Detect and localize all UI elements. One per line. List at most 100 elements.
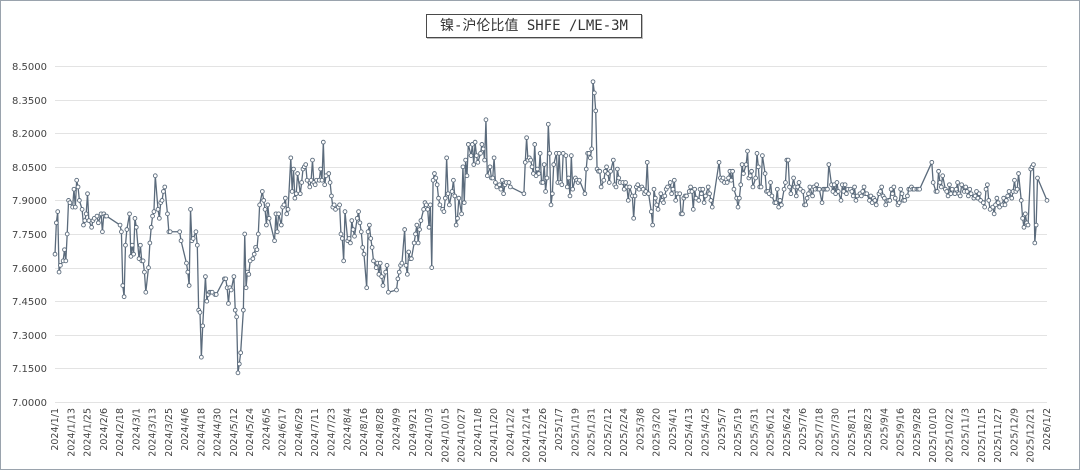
data-point <box>259 189 265 194</box>
data-point <box>133 224 139 230</box>
x-tick-label: 2025/7/18 <box>814 408 825 457</box>
data-point <box>563 153 569 158</box>
data-point <box>52 251 58 257</box>
data-point <box>403 263 409 268</box>
data-point <box>426 224 432 230</box>
data-point <box>644 159 650 165</box>
data-point <box>361 251 367 257</box>
data-point <box>699 191 704 197</box>
data-point <box>654 202 660 208</box>
data-point <box>444 155 449 161</box>
data-point <box>132 215 138 221</box>
data-point <box>892 195 898 201</box>
data-point <box>1033 222 1039 228</box>
data-point <box>297 191 303 197</box>
data-point <box>543 189 548 194</box>
data-point <box>501 191 506 197</box>
data-point <box>936 168 941 174</box>
data-point <box>490 175 496 181</box>
data-point <box>421 207 426 212</box>
y-tick-label: 7.1500 <box>12 364 47 375</box>
y-tick-label: 7.4500 <box>12 297 47 308</box>
data-point <box>949 186 955 192</box>
data-point <box>731 186 737 192</box>
x-tick-label: 2025/1/31 <box>587 408 598 457</box>
x-tick-label: 2024/6/17 <box>278 408 289 457</box>
data-point <box>700 186 706 192</box>
data-point <box>891 184 897 190</box>
data-point <box>480 146 486 152</box>
data-point <box>696 198 702 203</box>
data-point <box>226 301 231 306</box>
x-tick-label: 2024/1/13 <box>66 408 77 457</box>
x-tick-label: 2024/9/21 <box>408 408 419 457</box>
x-tick-label: 2024/4/30 <box>213 408 224 457</box>
data-point <box>548 202 554 208</box>
data-point <box>482 157 487 163</box>
data-point <box>100 229 105 235</box>
data-point <box>63 258 69 264</box>
data-point <box>417 227 422 232</box>
data-point <box>285 207 291 212</box>
data-point <box>428 202 433 208</box>
data-point <box>670 186 676 192</box>
data-point <box>743 162 749 167</box>
data-point <box>1003 198 1009 203</box>
data-point <box>787 184 792 190</box>
data-point <box>610 157 616 163</box>
x-tick-label: 2024/5/12 <box>229 408 240 457</box>
data-point <box>89 224 94 230</box>
data-point <box>982 204 988 210</box>
x-tick-label: 2025/8/23 <box>863 408 874 457</box>
data-point <box>234 314 239 320</box>
data-point <box>976 191 982 197</box>
data-point <box>948 191 954 197</box>
data-point <box>292 195 298 201</box>
data-point <box>386 289 391 295</box>
data-point <box>232 307 238 313</box>
data-point <box>246 271 252 277</box>
data-point <box>262 207 268 212</box>
data-point <box>383 269 389 275</box>
data-point <box>409 256 414 261</box>
data-point <box>445 191 451 197</box>
data-point <box>521 191 527 197</box>
data-point <box>365 229 371 235</box>
data-point <box>338 231 344 237</box>
x-tick-label: 2024/6/5 <box>261 408 272 451</box>
data-point <box>483 117 489 123</box>
data-point <box>834 180 840 185</box>
data-point <box>356 209 361 214</box>
data-point <box>669 191 674 197</box>
x-tick-label: 2025/1/19 <box>570 408 581 457</box>
data-point <box>350 227 356 232</box>
data-point <box>842 182 848 188</box>
data-point <box>265 202 271 208</box>
x-tick-label: 2024/5/24 <box>245 408 256 457</box>
y-axis: 8.5000 8.3500 8.2000 8.0500 7.9000 7.7500 7.60… <box>12 62 47 409</box>
data-point <box>463 157 468 163</box>
data-point <box>117 222 123 228</box>
x-tick-label: 2024/12/14 <box>522 408 533 463</box>
data-point <box>804 195 810 201</box>
data-point <box>441 209 447 214</box>
data-point <box>661 200 666 205</box>
data-point <box>104 213 109 219</box>
data-point <box>613 184 619 190</box>
data-point <box>299 180 304 185</box>
data-point <box>83 211 89 217</box>
data-point <box>75 184 81 190</box>
data-point <box>747 173 753 179</box>
data-point <box>346 236 352 241</box>
x-tick-label: 2024/11/20 <box>489 408 500 463</box>
data-point <box>753 175 758 181</box>
y-tick-label: 7.7500 <box>12 230 47 241</box>
data-point <box>165 211 170 217</box>
data-point <box>601 177 607 183</box>
data-point <box>459 211 464 217</box>
data-point <box>367 222 372 228</box>
data-point <box>568 153 574 158</box>
data-point <box>754 151 760 156</box>
data-point <box>559 182 565 188</box>
